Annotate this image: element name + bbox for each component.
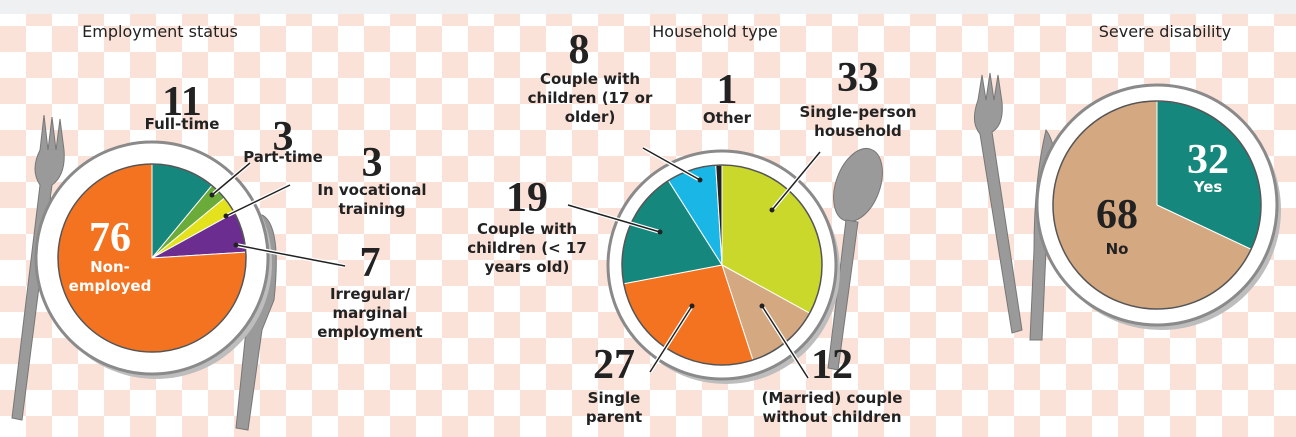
value-label: 3 bbox=[362, 143, 383, 183]
leader-dot bbox=[224, 214, 229, 219]
value-label: 8 bbox=[569, 30, 590, 70]
leader-dot bbox=[210, 193, 215, 198]
value-label: 68 bbox=[1096, 195, 1138, 235]
category-label: No bbox=[1087, 240, 1147, 259]
category-label: Yes bbox=[1178, 178, 1238, 197]
category-label: Couple with children (17 or older) bbox=[510, 70, 670, 127]
chart-title: Employment status bbox=[82, 22, 238, 41]
leader-dot bbox=[770, 208, 775, 213]
value-label: 1 bbox=[717, 70, 738, 110]
leader-dot bbox=[698, 178, 703, 183]
category-label: Irregular/ marginal employment bbox=[315, 285, 425, 342]
category-label: Part-time bbox=[228, 148, 338, 167]
category-label: In vocational training bbox=[312, 181, 432, 219]
category-label: Couple with children (< 17 years old) bbox=[447, 220, 607, 277]
infographic: Employment status11Full-time3Part-time3I… bbox=[0, 0, 1296, 437]
value-label: 32 bbox=[1187, 140, 1229, 180]
chart-title: Household type bbox=[652, 22, 778, 41]
value-label: 7 bbox=[360, 243, 381, 283]
value-label: 27 bbox=[593, 345, 635, 385]
category-label: Full-time bbox=[127, 115, 237, 134]
value-label: 12 bbox=[811, 345, 853, 385]
value-label: 19 bbox=[506, 178, 548, 218]
leader-dot bbox=[760, 304, 765, 309]
value-label: 33 bbox=[837, 58, 879, 98]
category-label: Single parent bbox=[579, 389, 649, 427]
leader-dot bbox=[658, 230, 663, 235]
category-label: Single-person household bbox=[783, 103, 933, 141]
value-label: 76 bbox=[89, 218, 131, 258]
leader-dot bbox=[234, 243, 239, 248]
category-label: Other bbox=[697, 109, 757, 128]
category-label: (Married) couple without children bbox=[742, 389, 922, 427]
chart-title: Severe disability bbox=[1099, 22, 1231, 41]
leader-dot bbox=[690, 304, 695, 309]
category-label: Non-employed bbox=[55, 258, 165, 296]
